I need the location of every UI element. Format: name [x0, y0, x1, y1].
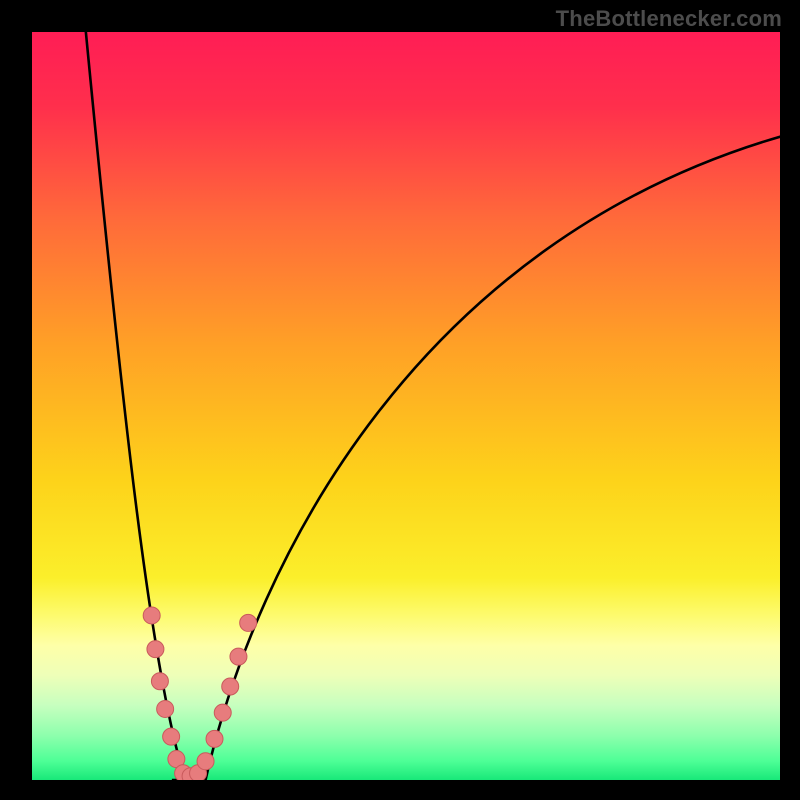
- data-point-marker: [230, 648, 247, 665]
- data-point-marker: [214, 704, 231, 721]
- data-point-marker: [197, 753, 214, 770]
- data-point-marker: [240, 614, 257, 631]
- data-point-marker: [206, 730, 223, 747]
- data-point-marker: [157, 700, 174, 717]
- outer-frame: TheBottlenecker.com: [0, 0, 800, 800]
- data-point-marker: [143, 607, 160, 624]
- bottleneck-curve: [86, 32, 780, 780]
- bottleneck-curve-layer: [32, 32, 780, 780]
- data-point-marker: [147, 641, 164, 658]
- plot-area: [32, 32, 780, 780]
- watermark-text: TheBottlenecker.com: [556, 6, 782, 32]
- data-point-marker: [163, 728, 180, 745]
- data-point-marker: [151, 673, 168, 690]
- data-point-marker: [222, 678, 239, 695]
